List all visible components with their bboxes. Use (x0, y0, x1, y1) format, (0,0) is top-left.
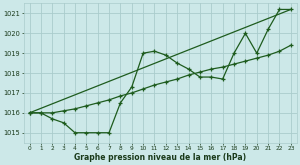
X-axis label: Graphe pression niveau de la mer (hPa): Graphe pression niveau de la mer (hPa) (74, 152, 246, 162)
